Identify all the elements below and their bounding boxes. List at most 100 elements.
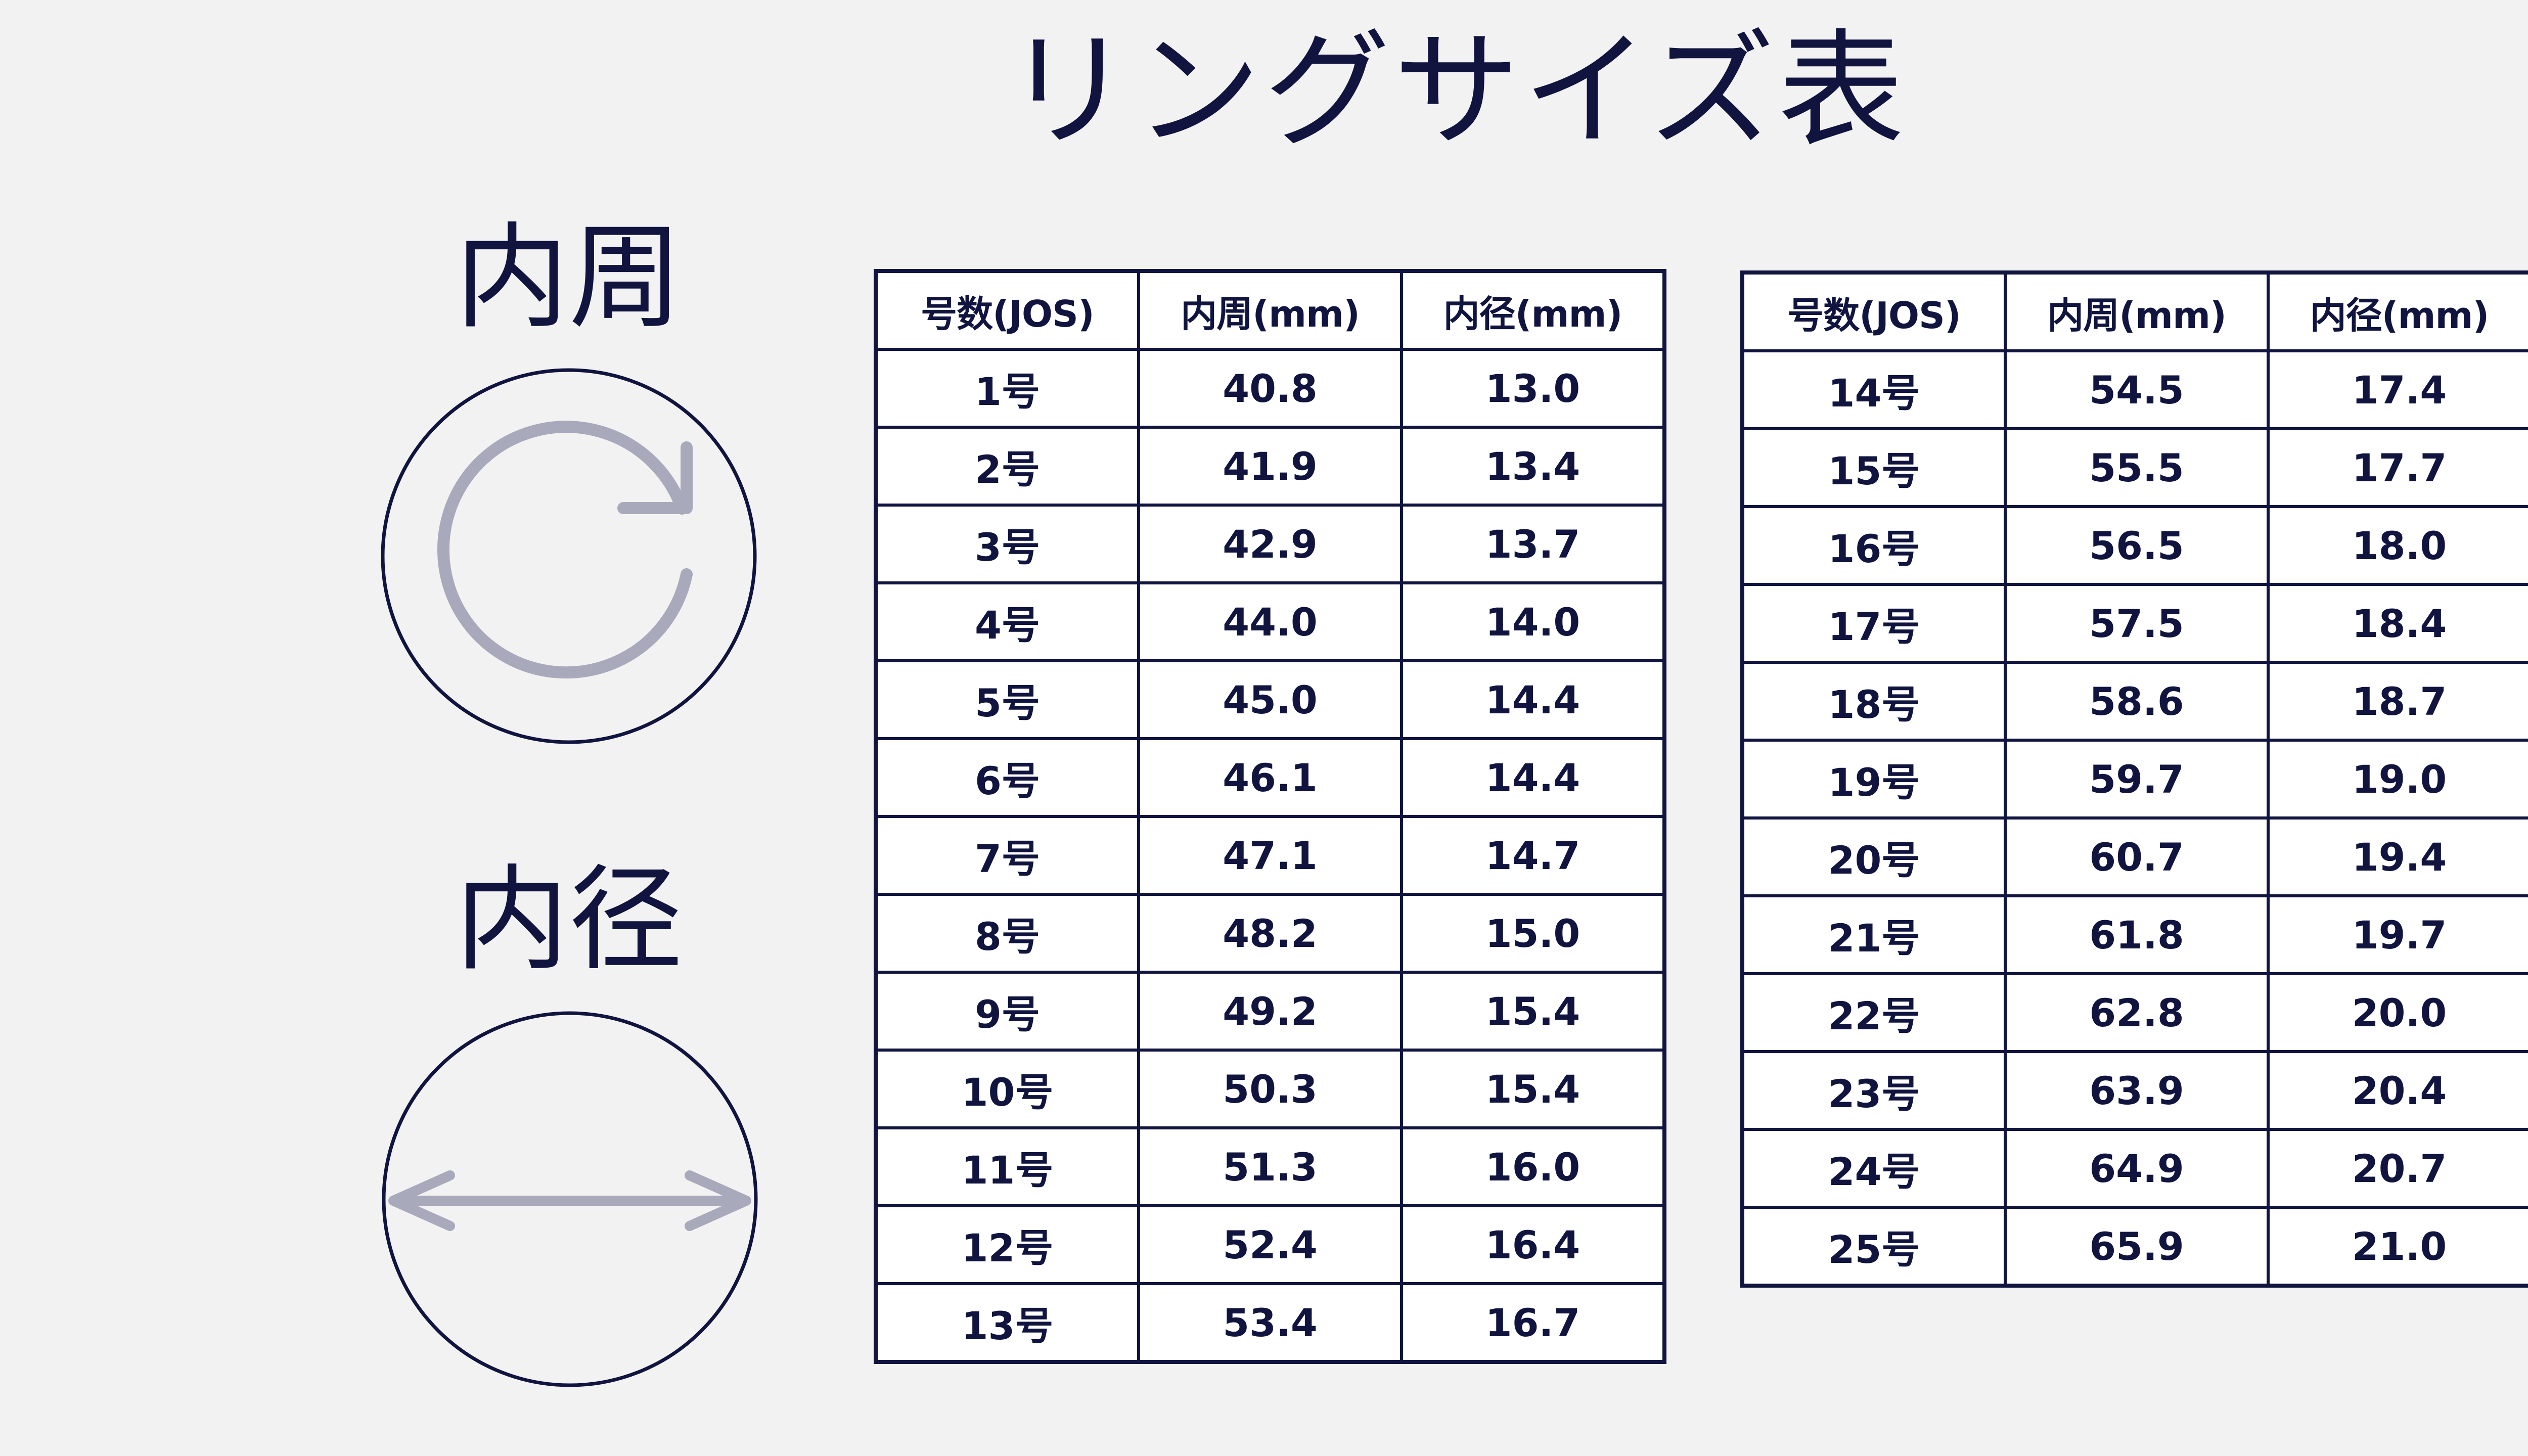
circumference-cell: 47.1 xyxy=(1137,815,1403,896)
size-table-right: 号数(JOS) 内周(mm) 内径(mm) 14号 54.5 17.4 15号 55.… xyxy=(1740,270,2528,1288)
table-row: 11号 51.3 16.0 xyxy=(874,1126,1666,1207)
table-row: 14号 54.5 17.4 xyxy=(1741,349,2528,430)
header-size: 号数(JOS) xyxy=(874,269,1140,351)
diameter-cell: 16.7 xyxy=(1400,1282,1666,1363)
circumference-label: 内周 xyxy=(455,212,683,344)
table-row: 6号 46.1 14.4 xyxy=(874,737,1666,818)
diameter-cell: 16.4 xyxy=(1400,1204,1666,1285)
diameter-cell: 15.4 xyxy=(1400,1049,1666,1129)
table-row: 21号 61.8 19.7 xyxy=(1741,894,2528,975)
size-cell: 22号 xyxy=(1741,972,2007,1053)
table-row: 25号 65.9 21.0 xyxy=(1741,1206,2528,1287)
circumference-cell: 41.9 xyxy=(1137,426,1403,507)
size-cell: 9号 xyxy=(874,971,1140,1052)
circumference-cell: 60.7 xyxy=(2004,816,2270,897)
circumference-cell: 59.7 xyxy=(2004,739,2270,820)
left-arrowhead-icon xyxy=(388,1170,455,1231)
size-cell: 23号 xyxy=(1741,1050,2007,1131)
size-cell: 7号 xyxy=(874,815,1140,896)
circumference-cell: 56.5 xyxy=(2004,505,2270,586)
table-row: 18号 58.6 18.7 xyxy=(1741,661,2528,742)
size-cell: 17号 xyxy=(1741,583,2007,664)
ring-outline xyxy=(381,368,757,744)
diameter-label: 内径 xyxy=(455,854,683,986)
size-cell: 4号 xyxy=(874,581,1140,662)
diameter-cell: 13.0 xyxy=(1400,348,1666,429)
table-row: 9号 49.2 15.4 xyxy=(874,971,1666,1052)
size-cell: 24号 xyxy=(1741,1128,2007,1209)
diameter-cell: 20.4 xyxy=(2267,1050,2528,1131)
table-row: 15号 55.5 17.7 xyxy=(1741,427,2528,508)
size-cell: 5号 xyxy=(874,659,1140,740)
circumference-cell: 50.3 xyxy=(1137,1049,1403,1129)
clockwise-arrow-icon xyxy=(437,421,693,679)
table-row: 16号 56.5 18.0 xyxy=(1741,505,2528,586)
size-cell: 25号 xyxy=(1741,1206,2007,1287)
table-row: 24号 64.9 20.7 xyxy=(1741,1128,2528,1209)
size-cell: 15号 xyxy=(1741,427,2007,508)
diameter-cell: 13.4 xyxy=(1400,426,1666,507)
diameter-cell: 14.7 xyxy=(1400,815,1666,896)
circumference-cell: 62.8 xyxy=(2004,972,2270,1053)
table-row: 5号 45.0 14.4 xyxy=(874,659,1666,740)
arrowhead-icon xyxy=(617,441,693,514)
diameter-cell: 14.4 xyxy=(1400,659,1666,740)
circumference-cell: 53.4 xyxy=(1137,1282,1403,1363)
diameter-cell: 15.0 xyxy=(1400,893,1666,974)
size-table-left: 号数(JOS) 内周(mm) 内径(mm) 1号 40.8 13.0 2号 41.9 1… xyxy=(874,269,1666,1364)
size-cell: 1号 xyxy=(874,348,1140,429)
circumference-cell: 51.3 xyxy=(1137,1126,1403,1207)
table-header-row: 号数(JOS) 内周(mm) 内径(mm) xyxy=(1741,271,2528,352)
circumference-cell: 65.9 xyxy=(2004,1206,2270,1287)
diameter-cell: 19.0 xyxy=(2267,739,2528,820)
diameter-cell: 18.7 xyxy=(2267,661,2528,742)
size-cell: 21号 xyxy=(1741,894,2007,975)
right-arrowhead-icon xyxy=(685,1170,751,1231)
circumference-cell: 64.9 xyxy=(2004,1128,2270,1209)
circumference-cell: 58.6 xyxy=(2004,661,2270,742)
page-title: リングサイズ表 xyxy=(1005,17,1908,164)
diameter-cell: 19.7 xyxy=(2267,894,2528,975)
diameter-cell: 13.7 xyxy=(1400,504,1666,584)
diameter-cell: 15.4 xyxy=(1400,971,1666,1052)
header-circumference: 内周(mm) xyxy=(2004,271,2270,352)
table-row: 3号 42.9 13.7 xyxy=(874,504,1666,584)
circumference-cell: 45.0 xyxy=(1137,659,1403,740)
table-row: 10号 50.3 15.4 xyxy=(874,1049,1666,1129)
header-circumference: 内周(mm) xyxy=(1137,269,1403,351)
diameter-cell: 17.4 xyxy=(2267,349,2528,430)
diameter-cell: 16.0 xyxy=(1400,1126,1666,1207)
diameter-cell: 19.4 xyxy=(2267,816,2528,897)
diameter-cell: 14.4 xyxy=(1400,737,1666,818)
size-cell: 10号 xyxy=(874,1049,1140,1129)
diameter-cell: 20.7 xyxy=(2267,1128,2528,1209)
circumference-cell: 49.2 xyxy=(1137,971,1403,1052)
circumference-cell: 42.9 xyxy=(1137,504,1403,584)
circumference-cell: 46.1 xyxy=(1137,737,1403,818)
table-row: 2号 41.9 13.4 xyxy=(874,426,1666,507)
table-row: 7号 47.1 14.7 xyxy=(874,815,1666,896)
table-row: 12号 52.4 16.4 xyxy=(874,1204,1666,1285)
size-cell: 20号 xyxy=(1741,816,2007,897)
diameter-cell: 17.7 xyxy=(2267,427,2528,508)
size-cell: 14号 xyxy=(1741,349,2007,430)
table-row: 4号 44.0 14.0 xyxy=(874,581,1666,662)
size-cell: 11号 xyxy=(874,1126,1140,1207)
ring-outline xyxy=(382,1011,758,1387)
circumference-cell: 57.5 xyxy=(2004,583,2270,664)
header-diameter: 内径(mm) xyxy=(1400,269,1666,351)
diameter-cell: 14.0 xyxy=(1400,581,1666,662)
table-row: 20号 60.7 19.4 xyxy=(1741,816,2528,897)
diameter-cell: 21.0 xyxy=(2267,1206,2528,1287)
diameter-cell: 18.4 xyxy=(2267,583,2528,664)
header-diameter: 内径(mm) xyxy=(2267,271,2528,352)
circumference-cell: 48.2 xyxy=(1137,893,1403,974)
circumference-icon xyxy=(381,368,757,744)
table-row: 8号 48.2 15.0 xyxy=(874,893,1666,974)
table-header-row: 号数(JOS) 内周(mm) 内径(mm) xyxy=(874,269,1666,351)
table-row: 17号 57.5 18.4 xyxy=(1741,583,2528,664)
diameter-icon xyxy=(382,1011,758,1387)
table-row: 19号 59.7 19.0 xyxy=(1741,739,2528,820)
circumference-cell: 54.5 xyxy=(2004,349,2270,430)
circumference-cell: 55.5 xyxy=(2004,427,2270,508)
